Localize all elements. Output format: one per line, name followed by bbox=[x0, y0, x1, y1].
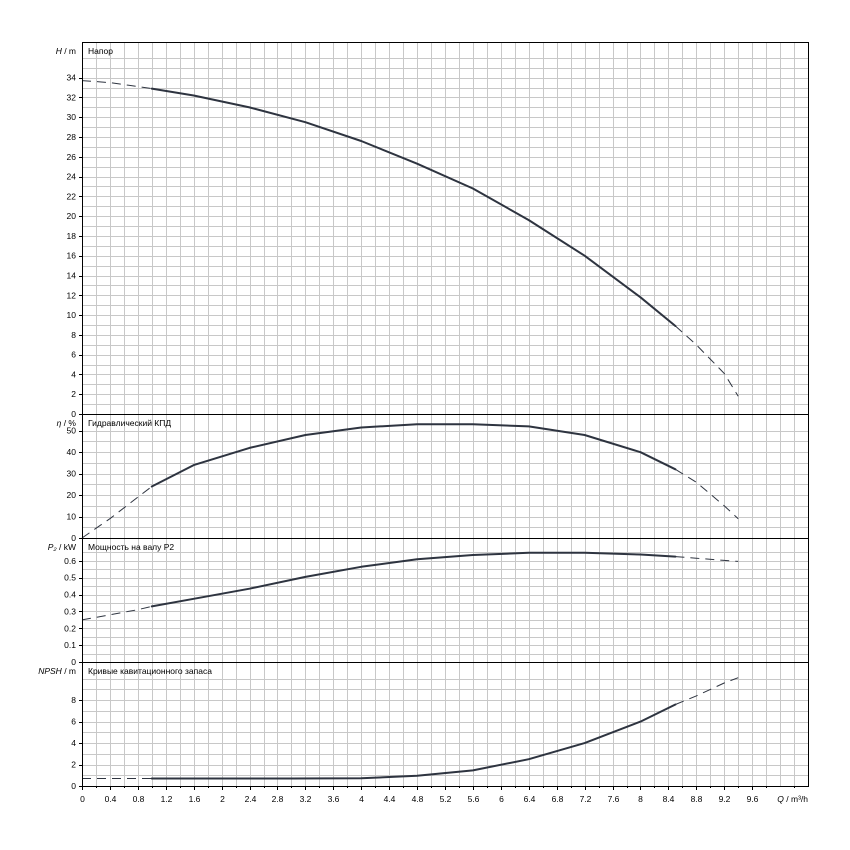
panel-title: Гидравлический КПД bbox=[88, 418, 171, 428]
y-tick-label: 22 bbox=[67, 191, 77, 201]
x-tick-label: 8 bbox=[638, 794, 643, 804]
y-tick-label: 2 bbox=[71, 760, 76, 770]
x-tick-label: 6.8 bbox=[552, 794, 564, 804]
x-tick-label: 2.8 bbox=[272, 794, 284, 804]
x-tick-label: 4.4 bbox=[384, 794, 396, 804]
curve-npsh bbox=[150, 703, 677, 780]
x-tick-label: 0 bbox=[80, 794, 85, 804]
curve-head-extrapolated-end bbox=[675, 325, 739, 397]
y-tick-label: 12 bbox=[67, 290, 77, 300]
plot-frame bbox=[79, 42, 809, 790]
curve-power bbox=[150, 551, 677, 608]
panel-title: Мощность на валу P2 bbox=[88, 542, 174, 552]
x-tick-label: 7.2 bbox=[580, 794, 592, 804]
x-axis-label: Q / m³/h bbox=[777, 794, 808, 804]
curve-efficiency-extrapolated-start bbox=[81, 486, 153, 539]
y-tick-label: 18 bbox=[67, 231, 77, 241]
y-tick-label: 10 bbox=[67, 310, 77, 320]
panel-title: Напор bbox=[88, 46, 113, 56]
y-tick-label: 8 bbox=[71, 330, 76, 340]
x-tick-label: 1.6 bbox=[189, 794, 201, 804]
x-tick-label: 0.8 bbox=[133, 794, 145, 804]
y-tick-label: 16 bbox=[67, 251, 77, 261]
y-tick-label: 30 bbox=[67, 112, 77, 122]
y-tick-label: 0.3 bbox=[64, 606, 76, 616]
y-tick-label: 0.5 bbox=[64, 573, 76, 583]
curve-head bbox=[150, 87, 677, 327]
x-tick-label: 1.2 bbox=[161, 794, 173, 804]
y-tick-label: 20 bbox=[67, 490, 77, 500]
x-tick-label: 9.6 bbox=[747, 794, 759, 804]
y-tick-label: 32 bbox=[67, 92, 77, 102]
y-tick-label: 30 bbox=[67, 469, 77, 479]
curve-npsh-extrapolated-end bbox=[675, 677, 739, 705]
curves bbox=[81, 80, 739, 780]
x-tick-label: 9.2 bbox=[719, 794, 731, 804]
y-axis-label: P₂ / kW bbox=[48, 542, 76, 552]
curve-efficiency-extrapolated-end bbox=[675, 468, 739, 520]
x-tick-label: 8.8 bbox=[691, 794, 703, 804]
y-tick-label: 0.4 bbox=[64, 590, 76, 600]
y-tick-label: 6 bbox=[71, 717, 76, 727]
curve-power-extrapolated-end bbox=[675, 556, 739, 562]
y-axis-label: η / % bbox=[57, 418, 77, 428]
y-tick-label: 0 bbox=[71, 781, 76, 791]
x-tick-label: 0.4 bbox=[105, 794, 117, 804]
y-tick-label: 40 bbox=[67, 447, 77, 457]
x-tick-label: 3.2 bbox=[300, 794, 312, 804]
y-tick-label: 50 bbox=[67, 426, 77, 436]
y-tick-label: 6 bbox=[71, 350, 76, 360]
y-tick-label: 8 bbox=[71, 695, 76, 705]
x-tick-label: 4 bbox=[359, 794, 364, 804]
y-tick-label: 4 bbox=[71, 369, 76, 379]
y-axis-label: NPSH / m bbox=[38, 666, 76, 676]
panel-title: Кривые кавитационного запаса bbox=[88, 666, 212, 676]
x-tick-label: 3.6 bbox=[328, 794, 340, 804]
y-tick-label: 20 bbox=[67, 211, 77, 221]
curve-head-extrapolated-start bbox=[81, 80, 152, 90]
x-tick-label: 5.2 bbox=[440, 794, 452, 804]
y-tick-label: 4 bbox=[71, 738, 76, 748]
x-tick-label: 4.8 bbox=[412, 794, 424, 804]
y-tick-label: 10 bbox=[67, 512, 77, 522]
y-tick-label: 2 bbox=[71, 389, 76, 399]
curve-efficiency bbox=[150, 423, 677, 488]
y-tick-label: 14 bbox=[67, 271, 77, 281]
x-tick-label: 5.6 bbox=[468, 794, 480, 804]
x-tick-label: 8.4 bbox=[663, 794, 675, 804]
x-tick-label: 2 bbox=[220, 794, 225, 804]
y-tick-label: 34 bbox=[67, 73, 77, 83]
y-tick-label: 0 bbox=[71, 657, 76, 667]
y-tick-label: 0.2 bbox=[64, 623, 76, 633]
y-tick-label: 0 bbox=[71, 533, 76, 543]
y-tick-label: 0.1 bbox=[64, 640, 76, 650]
y-tick-label: 0.6 bbox=[64, 556, 76, 566]
y-tick-label: 28 bbox=[67, 132, 77, 142]
y-tick-label: 24 bbox=[67, 172, 77, 182]
curve-power-extrapolated-start bbox=[81, 605, 152, 621]
y-tick-label: 0 bbox=[71, 409, 76, 419]
y-tick-label: 26 bbox=[67, 152, 77, 162]
x-tick-label: 6.4 bbox=[524, 794, 536, 804]
x-tick-label: 7.6 bbox=[608, 794, 620, 804]
x-tick-label: 6 bbox=[499, 794, 504, 804]
y-axis-label: H / m bbox=[56, 46, 76, 56]
x-tick-label: 2.4 bbox=[245, 794, 257, 804]
